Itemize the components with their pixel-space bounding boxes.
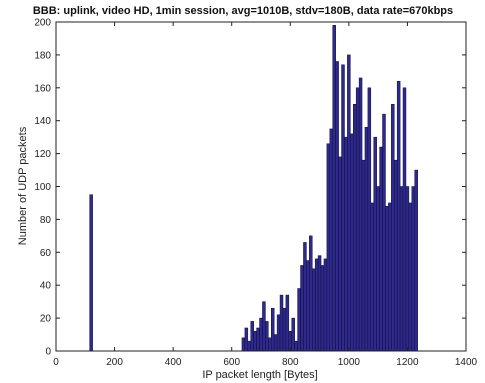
- histogram-bar: [329, 128, 334, 352]
- histogram-bar: [402, 87, 407, 352]
- histogram-bar: [262, 301, 266, 352]
- x-tick-label: 600: [223, 357, 240, 368]
- histogram-bar: [300, 265, 304, 352]
- histogram-bar: [312, 268, 316, 352]
- histogram-bar: [297, 288, 301, 352]
- histogram-bar: [379, 146, 383, 352]
- x-tick-label: 1400: [455, 357, 478, 368]
- histogram-bar: [279, 294, 284, 352]
- histogram-bar: [335, 61, 339, 352]
- histogram-bar: [247, 340, 252, 352]
- y-axis-label: Number of UDP packets: [17, 126, 29, 245]
- chart-title: BBB: uplink, video HD, 1min session, avg…: [33, 5, 453, 17]
- y-tick-label: 180: [34, 50, 51, 61]
- histogram-bar: [271, 307, 275, 352]
- histogram-bar: [344, 136, 348, 352]
- histogram-bar: [411, 186, 416, 352]
- y-tick-label: 20: [40, 314, 52, 325]
- histogram-bar: [396, 80, 401, 352]
- histogram-bar: [253, 331, 257, 352]
- histogram-bar: [241, 337, 246, 352]
- histogram-bar: [276, 314, 281, 352]
- y-tick-label: 60: [40, 248, 52, 259]
- x-axis-label: IP packet length [Bytes]: [202, 369, 317, 381]
- histogram-bar: [338, 156, 342, 352]
- x-tick-label: 1000: [338, 357, 361, 368]
- histogram-bar: [309, 235, 313, 352]
- histogram-bar: [347, 54, 351, 352]
- histogram-bar: [306, 260, 310, 352]
- y-tick-label: 40: [40, 281, 52, 292]
- histogram-bar: [285, 294, 290, 352]
- histogram-bar: [408, 202, 413, 352]
- histogram-bar: [353, 104, 357, 352]
- histogram-bar: [317, 255, 322, 352]
- y-tick-label: 0: [45, 347, 51, 358]
- histogram-bar: [405, 186, 410, 352]
- histogram-bar: [414, 169, 418, 352]
- y-tick-label: 200: [34, 18, 51, 29]
- histogram-bar: [373, 136, 377, 352]
- histogram-bar: [361, 159, 366, 352]
- histogram-bar: [326, 143, 331, 352]
- histogram-bar: [370, 202, 375, 352]
- histogram-bar: [256, 327, 260, 352]
- x-tick-label: 0: [53, 357, 59, 368]
- x-tick-label: 1200: [396, 357, 419, 368]
- histogram-bar: [323, 258, 328, 352]
- histogram-bar: [244, 327, 249, 352]
- x-axis-ticks: 0 200 400 600 800 1000 1200 1400: [53, 22, 478, 368]
- x-tick-label: 200: [106, 357, 123, 368]
- histogram-bar: [355, 87, 360, 352]
- y-axis-ticks: 0 20 40 60 80 100 120 140 160 180 200: [34, 18, 466, 358]
- histogram-bar: [382, 113, 386, 352]
- histogram-bar: [314, 258, 319, 352]
- histogram-bar: [376, 186, 380, 352]
- histogram-bar: [358, 77, 363, 352]
- histogram-bar: [291, 317, 295, 352]
- histogram-bar: [259, 317, 263, 352]
- histogram-bar: [282, 307, 287, 352]
- histogram-bar: [364, 127, 369, 352]
- histogram-bar: [303, 242, 307, 352]
- histogram-bar: [89, 194, 93, 352]
- histogram-bar: [341, 64, 345, 352]
- y-tick-label: 100: [34, 182, 51, 193]
- histogram-bar: [332, 25, 336, 352]
- x-tick-label: 400: [165, 357, 182, 368]
- histogram-bar: [385, 205, 389, 352]
- bars-group: [89, 25, 418, 352]
- y-tick-label: 160: [34, 83, 51, 94]
- histogram-bar: [350, 133, 354, 352]
- y-tick-label: 120: [34, 149, 51, 160]
- histogram-bar: [394, 159, 398, 352]
- y-tick-label: 140: [34, 116, 51, 127]
- histogram-bar: [399, 186, 404, 352]
- histogram-bar: [265, 321, 269, 352]
- histogram-bar: [367, 87, 372, 352]
- x-tick-label: 800: [282, 357, 299, 368]
- histogram-bar: [320, 265, 325, 352]
- histogram-bar: [294, 340, 298, 352]
- histogram-bar: [388, 202, 392, 352]
- histogram-bar: [250, 321, 254, 352]
- y-tick-label: 80: [40, 215, 52, 226]
- histogram-bar: [268, 337, 272, 352]
- histogram-bar: [273, 334, 278, 352]
- histogram-bar: [391, 104, 395, 352]
